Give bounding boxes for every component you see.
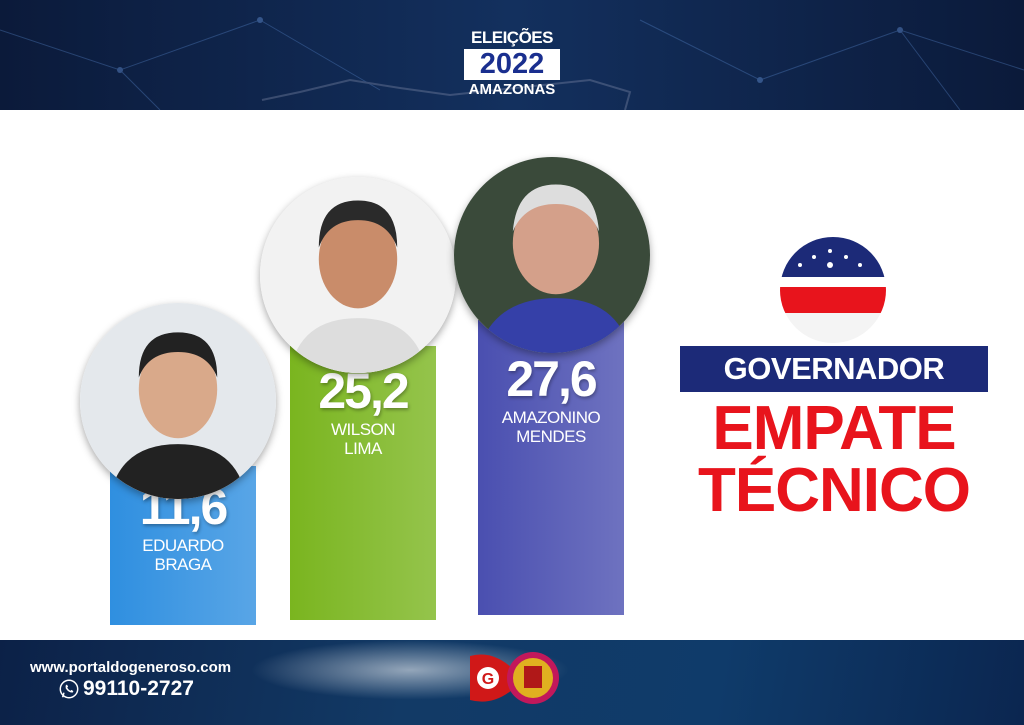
website-link[interactable]: www.portaldogeneroso.com bbox=[30, 659, 232, 676]
office-title: GOVERNADOR bbox=[680, 346, 988, 392]
candidate-photo-amazonino-mendes bbox=[454, 157, 650, 353]
header-year: 2022 bbox=[464, 49, 560, 80]
candidate-photo-eduardo-braga bbox=[80, 303, 276, 499]
bar-value-label: 27,6 bbox=[506, 350, 597, 407]
candidate-name: LIMA bbox=[344, 438, 382, 458]
candidate-name: MENDES bbox=[516, 426, 586, 446]
headline-line-2: TÉCNICO bbox=[698, 456, 971, 525]
election-logo: ELEIÇÕES 2022 AMAZONAS bbox=[464, 28, 560, 98]
headline: EMPATE TÉCNICO bbox=[680, 398, 988, 522]
portal-logo: G bbox=[470, 652, 559, 704]
svg-text:G: G bbox=[482, 671, 494, 688]
amazonas-flag-icon bbox=[780, 237, 886, 343]
header-banner: ELEIÇÕES 2022 AMAZONAS bbox=[0, 0, 1024, 110]
whatsapp-icon bbox=[59, 679, 79, 699]
header-state: AMAZONAS bbox=[468, 81, 556, 98]
bar-amazonino-mendes: 27,6 AMAZONINO MENDES bbox=[478, 320, 624, 615]
phone-contact[interactable]: 99110-2727 bbox=[58, 677, 194, 701]
header-title: ELEIÇÕES bbox=[471, 28, 553, 47]
candidate-name: EDUARDO bbox=[142, 535, 224, 555]
phone-number: 99110-2727 bbox=[83, 677, 194, 700]
headline-line-1: EMPATE bbox=[712, 394, 956, 463]
candidate-name: AMAZONINO bbox=[501, 407, 601, 427]
candidate-name: WILSON bbox=[330, 419, 396, 439]
candidate-photo-wilson-lima bbox=[260, 177, 456, 373]
bar-wilson-lima: 25,2 WILSON LIMA bbox=[290, 345, 436, 620]
candidate-name: BRAGA bbox=[154, 554, 212, 574]
network-pattern bbox=[0, 17, 1024, 110]
